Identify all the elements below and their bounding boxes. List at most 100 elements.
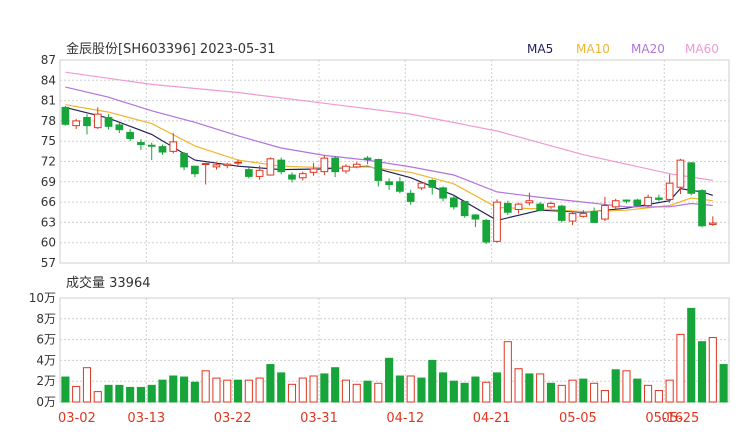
candle (93, 107, 102, 130)
price-panel: 金辰股份[SH603396] 2023-05-31 MA5 MA10 MA20 … (41, 41, 730, 270)
volume-bar (579, 378, 588, 403)
volume-bar (190, 381, 199, 403)
price-grid (59, 59, 730, 264)
ma-line-ma20 (65, 86, 713, 208)
volume-tick-label: 4万 (36, 353, 56, 367)
candle (493, 199, 501, 243)
candle-body (169, 141, 178, 152)
price-tick-label: 60 (41, 236, 56, 250)
candle-body (374, 158, 383, 181)
volume-bar (72, 385, 81, 403)
volume-bar (61, 376, 70, 403)
candle (665, 174, 674, 203)
candle (158, 144, 167, 155)
candle-body (676, 159, 685, 188)
volume-bar (676, 333, 685, 403)
price-tick-label: 75 (41, 134, 56, 148)
candle (201, 162, 210, 185)
candle-body (665, 182, 674, 200)
volume-bar (287, 383, 297, 403)
candle-body (212, 164, 221, 168)
candle-body (611, 200, 620, 208)
candle-body (255, 169, 264, 177)
candle (644, 194, 652, 208)
volume-bar (546, 382, 556, 403)
candle (266, 157, 275, 176)
volume-bar (363, 380, 372, 403)
date-tick-label: 03-31 (300, 411, 338, 426)
candle (676, 158, 685, 194)
price-tick-label: 69 (41, 175, 56, 189)
candle-body (158, 146, 167, 153)
ma-line-ma10 (65, 104, 713, 213)
candle (698, 189, 706, 228)
volume-bar (395, 375, 404, 403)
candle-body (223, 163, 232, 167)
candle (374, 158, 383, 187)
volume-bar (406, 375, 415, 403)
candle (191, 165, 199, 178)
price-tick-label: 87 (41, 53, 56, 67)
volume-bar (244, 379, 253, 403)
candle-body (547, 202, 555, 208)
volume-bar (136, 386, 145, 403)
legend-ma5: MA5 (527, 42, 553, 56)
volume-bar (93, 391, 102, 403)
candle-body (493, 201, 501, 242)
volume-bar (622, 370, 631, 403)
volume-bar (298, 377, 307, 403)
volume-bar (644, 384, 653, 403)
date-tick-label: 05-25 (662, 411, 700, 426)
price-tick-label: 66 (41, 195, 56, 209)
volume-bar (104, 384, 113, 403)
candle-body (698, 190, 706, 227)
volume-bar (590, 382, 599, 403)
price-tick-label: 84 (41, 73, 56, 87)
volume-bar (417, 377, 426, 403)
candle-body (406, 192, 415, 202)
candle (568, 211, 577, 226)
candle-body (428, 179, 437, 188)
candle-body (83, 117, 91, 127)
candle (396, 177, 404, 194)
volume-bar (277, 372, 286, 403)
candle (147, 142, 156, 161)
candle-body (536, 203, 545, 211)
candle (557, 204, 566, 223)
candle (601, 196, 609, 222)
volume-bar (309, 375, 318, 403)
candle-body (503, 202, 512, 213)
price-y-axis: 87 84 81 78 75 72 69 66 63 60 57 (41, 53, 56, 270)
legend-ma60: MA60 (685, 42, 719, 56)
candle (342, 164, 350, 174)
candle-body (579, 213, 588, 217)
candle-body (147, 144, 156, 147)
candle (471, 214, 480, 228)
candle (708, 216, 717, 226)
volume-bar (449, 380, 458, 403)
candle (428, 179, 437, 195)
candle-body (342, 165, 350, 172)
volume-bar (697, 341, 707, 403)
candle-body (115, 124, 124, 131)
date-tick-label: 04-12 (386, 411, 424, 426)
date-tick-label: 04-21 (473, 411, 511, 426)
candle-body (590, 211, 598, 223)
candle (234, 159, 242, 166)
volume-bar (201, 370, 210, 403)
candle-body (450, 197, 458, 208)
candle (320, 155, 329, 176)
candle (482, 219, 491, 245)
volume-bar (503, 341, 512, 403)
candle-body (201, 163, 210, 166)
volume-bar (320, 373, 329, 403)
volume-bar (654, 390, 663, 403)
price-tick-label: 63 (41, 215, 56, 229)
candle (298, 171, 307, 181)
candle (536, 202, 545, 212)
candle (180, 152, 188, 171)
candle-body (482, 219, 491, 243)
date-tick-label: 05-16 (645, 411, 683, 426)
candle-body (309, 168, 318, 173)
